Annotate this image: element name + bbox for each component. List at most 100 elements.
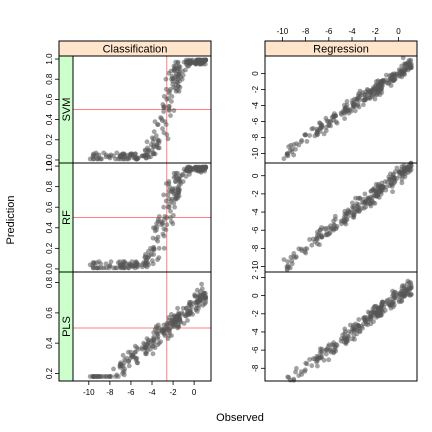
data-point <box>158 339 164 344</box>
data-point <box>281 156 287 162</box>
data-point <box>389 74 395 80</box>
y-tick-label: 0.2 <box>45 242 54 254</box>
data-point <box>146 149 152 155</box>
data-point <box>388 171 393 177</box>
data-point <box>402 72 407 77</box>
data-point <box>118 265 123 271</box>
data-point <box>317 120 322 126</box>
data-point <box>148 339 154 344</box>
data-point <box>185 318 190 323</box>
data-point <box>197 167 203 173</box>
y-tick-label: -4 <box>251 101 260 109</box>
data-point <box>170 78 176 84</box>
data-point <box>175 190 181 196</box>
data-point <box>372 303 378 309</box>
data-point <box>173 316 179 322</box>
data-point <box>118 363 123 369</box>
data-point <box>186 164 192 170</box>
data-point <box>343 340 349 345</box>
data-point <box>328 349 334 355</box>
data-point <box>173 88 179 94</box>
y-tick-label: 0.6 <box>45 93 54 105</box>
data-point <box>98 374 104 379</box>
data-point <box>365 91 371 97</box>
data-point <box>351 205 356 211</box>
data-point <box>284 151 290 157</box>
data-point <box>149 258 155 264</box>
data-point <box>289 258 295 264</box>
data-point <box>388 177 394 183</box>
y-tick-label: -10 <box>251 260 260 272</box>
data-point <box>329 342 335 348</box>
data-point <box>303 250 309 256</box>
data-point <box>142 255 148 260</box>
data-point <box>323 128 329 134</box>
data-point <box>130 153 136 159</box>
data-point <box>180 72 186 78</box>
data-point <box>144 336 150 341</box>
data-point <box>368 87 374 93</box>
data-point <box>120 352 126 358</box>
data-point <box>407 64 413 70</box>
data-point <box>151 225 156 231</box>
data-point <box>323 232 329 238</box>
data-point <box>111 366 116 372</box>
data-point <box>355 101 361 107</box>
data-point <box>407 168 413 174</box>
data-point <box>130 352 136 358</box>
data-point <box>163 198 169 204</box>
data-point <box>315 131 320 137</box>
data-point <box>155 257 160 263</box>
data-point <box>90 156 96 162</box>
data-point <box>348 108 354 114</box>
data-point <box>163 327 169 332</box>
panel-regression-svm: -10 -8 -6 -4 -2 0 <box>251 55 418 164</box>
data-point <box>199 281 205 287</box>
data-point <box>287 377 293 383</box>
data-point <box>407 285 413 291</box>
data-point <box>161 204 167 210</box>
data-point <box>156 245 162 251</box>
data-point <box>103 374 109 379</box>
data-point <box>192 60 198 66</box>
y-tick-label: 0 <box>251 71 260 76</box>
data-point <box>107 263 113 269</box>
data-point <box>359 206 364 211</box>
panels-layer: Classification Regression -10 -8 -6 -4 -2 0 SVM 0… <box>45 27 418 397</box>
data-point <box>383 187 389 193</box>
data-point <box>342 111 348 116</box>
data-point <box>328 123 333 129</box>
data-point <box>298 139 304 145</box>
data-point <box>167 108 172 113</box>
data-point <box>168 113 173 118</box>
data-point <box>169 333 174 338</box>
data-point <box>165 136 171 142</box>
data-point <box>376 87 381 93</box>
data-point <box>398 68 404 73</box>
data-point <box>151 247 157 252</box>
data-point <box>285 259 291 264</box>
data-point <box>186 310 192 316</box>
data-point <box>314 236 319 242</box>
data-point <box>192 293 198 299</box>
data-point <box>356 317 362 322</box>
data-point <box>173 170 179 176</box>
data-point <box>370 94 375 99</box>
data-point <box>171 175 177 180</box>
y-tick-label: -2 <box>251 190 260 198</box>
data-point <box>164 86 169 92</box>
data-point <box>135 360 141 366</box>
y-tick-label: 0.6 <box>45 201 54 213</box>
top-x-tick-label: 0 <box>396 27 401 36</box>
data-point <box>161 226 167 232</box>
data-point <box>397 173 402 179</box>
y-tick-label: -6 <box>251 117 260 125</box>
panel-frame <box>264 271 418 382</box>
y-tick-label: -6 <box>251 346 260 354</box>
y-tick-label: 0.4 <box>45 337 54 349</box>
data-point <box>403 286 408 292</box>
data-point <box>98 261 104 267</box>
data-point <box>323 351 329 357</box>
data-point <box>148 142 154 148</box>
data-point <box>317 350 323 355</box>
